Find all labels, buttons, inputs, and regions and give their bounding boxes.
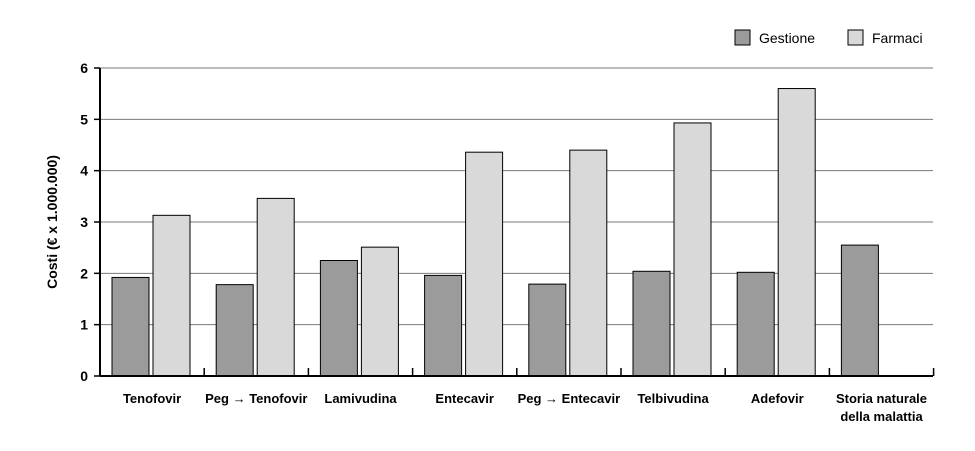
y-tick-label: 0 — [80, 368, 88, 384]
legend-swatch-farmaci — [847, 29, 864, 46]
bar-farmaci — [152, 214, 191, 377]
bar-gestione — [111, 276, 150, 377]
y-tick-label: 1 — [80, 317, 88, 333]
legend-swatch-gestione — [734, 29, 751, 46]
y-tick-label: 2 — [80, 265, 88, 281]
legend-label: Gestione — [759, 30, 815, 46]
bar-gestione — [528, 283, 567, 377]
bar-gestione — [215, 284, 254, 377]
y-tick-label: 3 — [80, 214, 88, 230]
x-axis-labels: Tenofovir Peg → Tenofovir Lamivudina Enteca… — [123, 391, 927, 424]
bar-gestione — [319, 260, 358, 377]
bar-farmaci — [777, 88, 816, 377]
x-category-label: Peg → Entecavir — [518, 391, 621, 406]
x-category-label: della malattia — [840, 409, 923, 424]
bar-gestione — [736, 271, 775, 377]
bar-farmaci — [465, 151, 504, 377]
bar-gestione — [632, 270, 671, 377]
y-axis-title: Costi (€ x 1.000.000) — [44, 155, 60, 289]
x-category-label: Entecavir — [435, 391, 494, 406]
axes — [94, 67, 935, 377]
bar-gestione — [424, 274, 463, 377]
y-tick-label: 4 — [80, 163, 88, 179]
y-axis-ticks: 0 1 2 3 4 5 6 — [80, 60, 88, 384]
bar-farmaci — [569, 149, 608, 377]
x-category-label: Lamivudina — [324, 391, 397, 406]
x-category-label: Storia naturale — [836, 391, 927, 406]
legend-label: Farmaci — [872, 30, 923, 46]
bars — [111, 88, 879, 377]
x-category-label: Telbivudina — [637, 391, 709, 406]
bar-farmaci — [673, 122, 712, 377]
bar-farmaci — [256, 197, 295, 377]
legend: Gestione Farmaci — [734, 29, 923, 46]
bar-farmaci — [360, 246, 399, 377]
y-tick-label: 6 — [80, 60, 88, 76]
x-category-label: Tenofovir — [123, 391, 181, 406]
y-tick-label: 5 — [80, 111, 88, 127]
x-category-label: Peg → Tenofovir — [205, 391, 307, 406]
bar-gestione — [840, 244, 879, 377]
x-category-label: Adefovir — [751, 391, 804, 406]
